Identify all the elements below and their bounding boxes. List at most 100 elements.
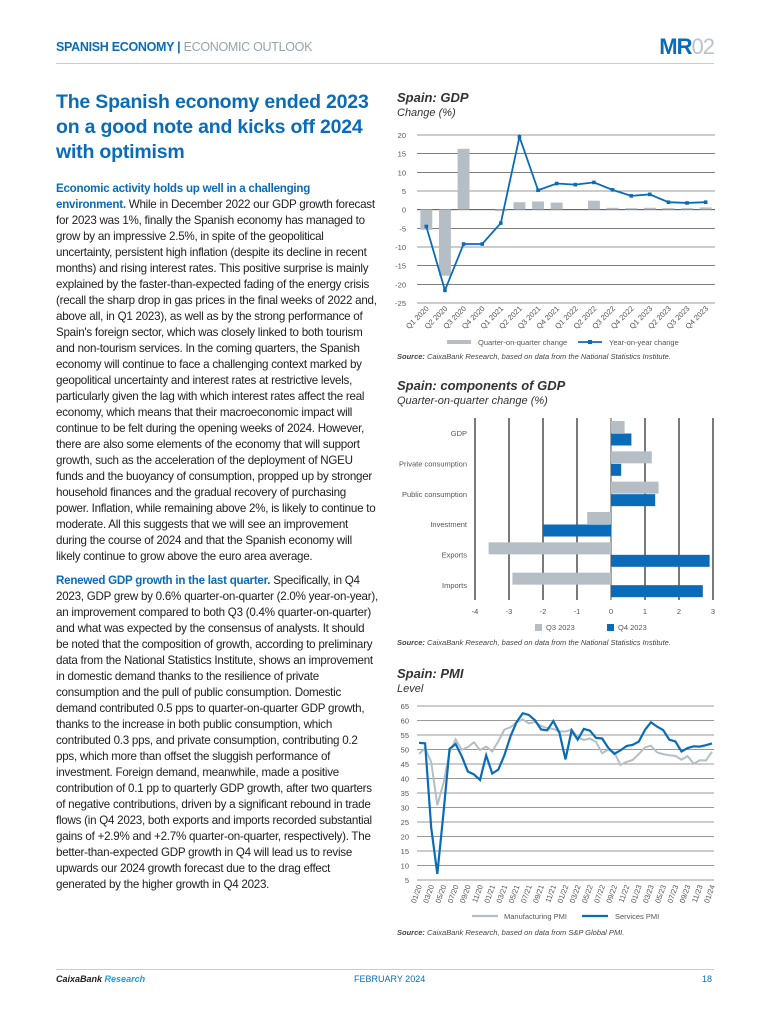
yoy-marker xyxy=(629,194,633,198)
header-separator: | xyxy=(177,40,181,54)
x-tick-label: 3 xyxy=(711,607,715,616)
q4-bar xyxy=(543,524,611,537)
y-tick-label: 15 xyxy=(401,847,409,856)
y-tick-label: 40 xyxy=(401,775,409,784)
y-tick-label: 10 xyxy=(398,168,406,177)
yoy-marker xyxy=(648,192,652,197)
y-tick-label: 55 xyxy=(401,731,409,740)
q3-bar xyxy=(611,421,625,433)
publication-logo: MR02 xyxy=(659,34,716,60)
yoy-marker xyxy=(666,200,671,204)
category-label: Public consumption xyxy=(402,490,467,499)
manufacturing-pmi-line xyxy=(418,718,713,806)
yoy-marker xyxy=(443,288,447,293)
legend-swatch-qoq xyxy=(447,340,471,344)
qoq-bar xyxy=(662,208,675,210)
article-title: The Spanish economy ended 2023 on a good… xyxy=(56,91,369,163)
source-text: CaixaBank Research, based on data from S… xyxy=(427,928,625,937)
subsection-name: ECONOMIC OUTLOOK xyxy=(183,40,313,54)
qoq-bar xyxy=(625,208,638,210)
header-divider xyxy=(56,63,714,64)
qoq-bar xyxy=(438,209,451,276)
qoq-bar xyxy=(532,201,545,210)
x-tick-label: 0 xyxy=(609,607,613,616)
q4-bar xyxy=(611,433,632,446)
services-pmi-line xyxy=(418,711,713,875)
section-name: SPANISH ECONOMY xyxy=(56,40,174,54)
qoq-bar xyxy=(513,202,526,210)
paragraph-text: While in December 2022 our GDP growth fo… xyxy=(56,198,377,563)
y-tick-label: 5 xyxy=(402,187,406,196)
components-chart-subtitle: Quarter-on-quarter change (%) xyxy=(397,395,548,407)
legend-label: Year-on-year change xyxy=(609,338,679,347)
y-tick-label: 10 xyxy=(401,862,409,871)
paragraph-lead: Economic activity holds up well in a cha… xyxy=(56,182,311,211)
yoy-marker xyxy=(554,181,559,186)
yoy-marker xyxy=(424,224,429,229)
y-tick-label: 15 xyxy=(398,150,406,159)
x-tick-label: 1 xyxy=(643,607,647,616)
q4-bar xyxy=(611,494,656,507)
source-label: Source: xyxy=(397,928,425,937)
yoy-marker xyxy=(517,135,522,139)
yoy-marker xyxy=(461,242,466,246)
q4-bar xyxy=(611,585,703,598)
qoq-bar xyxy=(643,207,656,210)
source-text: CaixaBank Research, based on data from t… xyxy=(427,352,671,361)
y-tick-label: -25 xyxy=(395,299,406,308)
legend-label: Manufacturing PMI xyxy=(504,912,567,921)
legend-label: Quarter-on-quarter change xyxy=(478,338,567,347)
components-chart-title: Spain: components of GDP xyxy=(397,378,566,393)
yoy-marker xyxy=(685,201,689,205)
yoy-marker xyxy=(592,180,596,185)
category-label: Investment xyxy=(430,520,468,529)
logo-bold: MR xyxy=(659,34,692,59)
yoy-line xyxy=(425,133,706,294)
y-tick-label: -15 xyxy=(395,262,406,271)
y-tick-label: -5 xyxy=(399,224,406,233)
y-tick-label: 65 xyxy=(401,702,409,711)
category-label: Imports xyxy=(442,581,467,590)
footer-date: FEBRUARY 2024 xyxy=(354,974,426,984)
category-label: Exports xyxy=(442,551,468,560)
components-chart-source: Source: CaixaBank Research, based on dat… xyxy=(397,638,671,647)
legend-label: Services PMI xyxy=(615,912,659,921)
qoq-bar xyxy=(550,202,563,210)
y-tick-label: 35 xyxy=(401,789,409,798)
pmi-chart-source: Source: CaixaBank Research, based on dat… xyxy=(397,928,624,937)
y-tick-label: 0 xyxy=(402,206,406,215)
qoq-bar xyxy=(587,200,600,210)
q4-bar xyxy=(611,554,710,567)
legend-swatch-q3 xyxy=(535,624,542,631)
paragraph-lead: Renewed GDP growth in the last quarter. xyxy=(56,574,271,587)
gdp-chart-subtitle: Change (%) xyxy=(397,107,456,119)
legend-label: Q4 2023 xyxy=(618,623,647,632)
yoy-marker xyxy=(480,242,484,246)
x-tick-label: -1 xyxy=(574,607,581,616)
q3-bar xyxy=(488,542,611,555)
category-label: GDP xyxy=(451,429,467,438)
y-tick-label: 60 xyxy=(401,717,409,726)
legend-swatch-q4 xyxy=(607,624,614,631)
legend-label: Q3 2023 xyxy=(546,623,575,632)
x-tick-label: 2 xyxy=(677,607,681,616)
y-tick-label: 5 xyxy=(405,876,409,885)
q3-bar xyxy=(611,451,652,464)
paragraph: Renewed GDP growth in the last quarter. … xyxy=(56,573,378,893)
qoq-bar xyxy=(699,207,712,210)
q3-bar xyxy=(512,572,611,585)
y-tick-label: 50 xyxy=(401,746,409,755)
yoy-marker xyxy=(610,188,615,192)
qoq-bar xyxy=(420,209,433,230)
qoq-bar xyxy=(494,209,507,212)
logo-light: 02 xyxy=(691,34,716,59)
x-tick-label: -2 xyxy=(540,607,547,616)
source-label: Source: xyxy=(397,352,425,361)
source-text: CaixaBank Research, based on data from t… xyxy=(427,638,671,647)
y-tick-label: -20 xyxy=(395,280,406,289)
q3-bar xyxy=(611,481,659,494)
category-label: Private consumption xyxy=(399,460,467,469)
footer-divider xyxy=(56,969,714,970)
